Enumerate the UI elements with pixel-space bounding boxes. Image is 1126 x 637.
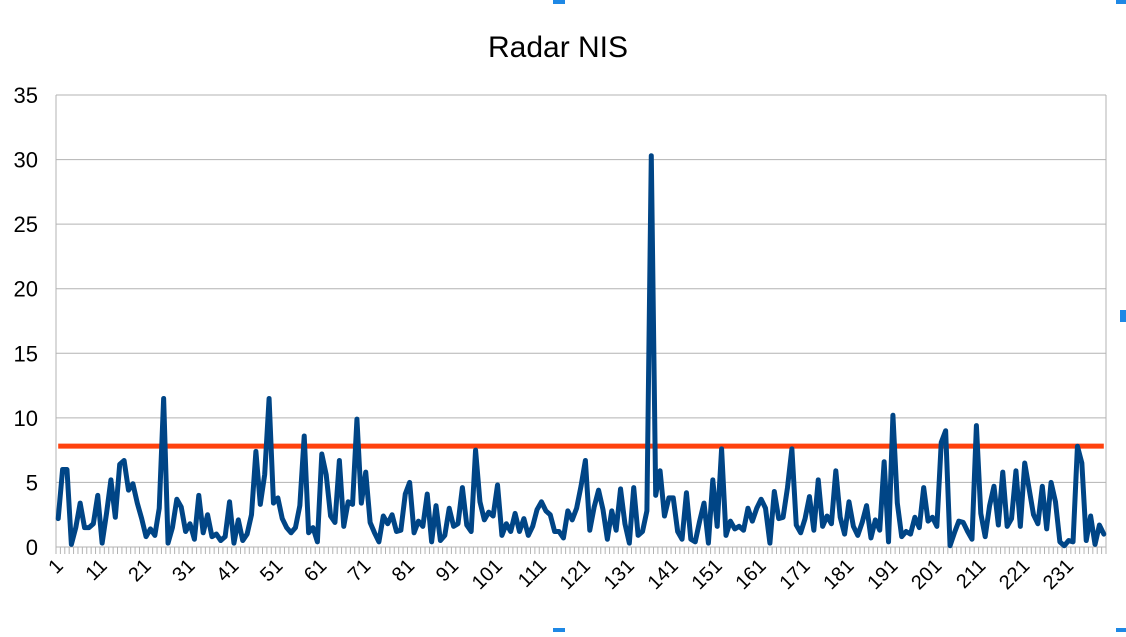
- x-tick-label: 91: [432, 555, 463, 586]
- x-tick-label: 221: [995, 555, 1034, 594]
- x-tick-label: 41: [212, 555, 243, 586]
- y-tick-label: 35: [14, 83, 38, 108]
- x-tick-label: 231: [1039, 555, 1078, 594]
- x-tick-label-group: 151: [688, 555, 727, 594]
- x-tick-label-group: 91: [432, 555, 463, 586]
- x-tick-label-group: 171: [775, 555, 814, 594]
- x-tick-label-group: 181: [819, 555, 858, 594]
- series: [58, 156, 1104, 546]
- x-tick-label-group: 121: [556, 555, 595, 594]
- y-tick-label: 20: [14, 277, 38, 302]
- x-tick-label: 101: [468, 555, 507, 594]
- x-tick-label-group: 81: [388, 555, 419, 586]
- x-tick-label: 61: [300, 555, 331, 586]
- x-tick-label-group: 71: [344, 555, 375, 586]
- x-tick-label: 171: [775, 555, 814, 594]
- x-tick-label: 11: [81, 555, 111, 585]
- x-tick-label-group: 221: [995, 555, 1034, 594]
- x-tick-label-group: 11: [81, 555, 111, 585]
- x-tick-label-group: 111: [514, 555, 551, 592]
- x-tick-label-group: 61: [300, 555, 331, 586]
- x-tick-label-group: 31: [168, 555, 199, 586]
- x-tick-label-group: 161: [732, 555, 771, 594]
- x-tick-label-group: 211: [952, 555, 990, 593]
- x-tick-label-group: 101: [468, 555, 507, 594]
- x-tick-label-group: 131: [600, 555, 639, 594]
- selection-handle-bottom[interactable]: [553, 628, 565, 632]
- x-tick-label: 181: [819, 555, 858, 594]
- x-tick-label: 71: [344, 555, 375, 586]
- series-line-nis: [58, 156, 1104, 546]
- x-tick-label: 111: [514, 555, 551, 592]
- x-tick-label: 1: [44, 555, 67, 578]
- x-tick-label: 161: [732, 555, 771, 594]
- x-tick-label: 31: [168, 555, 199, 586]
- x-tick-label: 121: [556, 555, 595, 594]
- selection-handle-right[interactable]: [1120, 310, 1126, 322]
- chart-title: Radar NIS: [488, 31, 628, 64]
- x-tick-label-group: 191: [863, 555, 902, 594]
- x-tick-label: 21: [124, 555, 155, 586]
- y-tick-label: 30: [14, 148, 38, 173]
- selection-handle-top[interactable]: [553, 0, 565, 4]
- x-tick-label-group: 41: [212, 555, 243, 586]
- y-tick-label: 25: [14, 212, 38, 237]
- y-tick-label: 15: [14, 341, 38, 366]
- x-tick-label-group: 231: [1039, 555, 1078, 594]
- x-tick-label-group: 1: [44, 555, 67, 578]
- x-tick-label-group: 21: [124, 555, 155, 586]
- y-tick-label: 10: [14, 406, 38, 431]
- x-tick-label: 131: [600, 555, 639, 594]
- y-axis-ticks: 0 5 10 15 20 25 30 35: [14, 83, 38, 560]
- x-tick-label: 151: [688, 555, 727, 594]
- x-tick-label: 191: [863, 555, 902, 594]
- y-tick-label: 5: [26, 470, 38, 495]
- x-tick-label: 201: [907, 555, 946, 594]
- x-tick-label-group: 201: [907, 555, 946, 594]
- selection-handle-top-right[interactable]: [1116, 0, 1126, 4]
- x-tick-label: 81: [388, 555, 419, 586]
- x-tick-label-group: 51: [256, 555, 287, 586]
- y-tick-label: 0: [26, 535, 38, 560]
- x-tick-label: 211: [952, 555, 990, 593]
- x-tick-label: 51: [256, 555, 287, 586]
- selection-handle-bottom-right[interactable]: [1116, 628, 1126, 632]
- x-tick-label: 141: [644, 555, 683, 594]
- x-tick-label-group: 141: [644, 555, 683, 594]
